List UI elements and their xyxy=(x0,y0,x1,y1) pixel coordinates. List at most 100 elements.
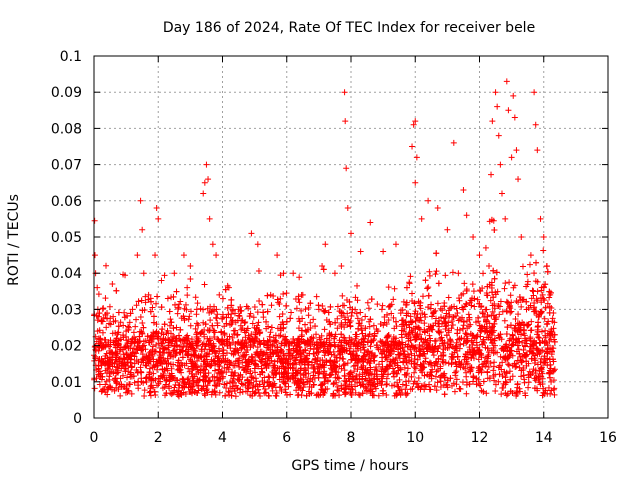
data-point xyxy=(164,295,171,302)
data-point xyxy=(276,313,283,320)
data-point xyxy=(182,391,189,398)
data-point xyxy=(393,390,400,397)
data-point xyxy=(235,349,242,356)
data-point xyxy=(341,361,348,368)
data-point xyxy=(232,327,239,334)
data-point xyxy=(152,391,159,398)
data-point xyxy=(516,338,523,345)
data-point xyxy=(246,359,253,366)
data-point xyxy=(200,385,207,392)
data-point xyxy=(423,345,430,352)
data-point xyxy=(341,89,348,96)
data-point xyxy=(282,359,289,366)
data-point xyxy=(124,374,131,381)
data-point xyxy=(211,388,218,395)
data-point xyxy=(497,331,504,338)
data-point xyxy=(94,317,101,324)
data-point xyxy=(526,335,533,342)
data-point xyxy=(207,362,214,369)
data-point xyxy=(360,362,367,369)
data-point xyxy=(360,381,367,388)
data-point xyxy=(229,369,236,376)
data-point xyxy=(537,339,544,346)
data-point xyxy=(523,337,530,344)
data-point xyxy=(124,389,131,396)
data-point xyxy=(142,346,149,353)
data-point xyxy=(547,390,554,397)
data-point xyxy=(287,391,294,398)
data-point xyxy=(416,352,423,359)
data-point xyxy=(509,331,516,338)
data-point xyxy=(269,387,276,394)
data-point xyxy=(338,331,345,338)
data-point xyxy=(112,317,119,324)
data-point xyxy=(136,344,143,351)
data-point xyxy=(152,348,159,355)
data-point xyxy=(521,332,528,339)
data-point xyxy=(373,342,380,349)
data-point xyxy=(129,306,136,313)
data-point xyxy=(405,338,412,345)
data-point xyxy=(185,379,192,386)
data-point xyxy=(533,259,540,266)
data-point xyxy=(510,92,517,99)
data-point xyxy=(460,186,467,193)
data-point xyxy=(120,322,127,329)
data-point xyxy=(432,373,439,380)
data-point xyxy=(222,392,229,399)
data-point xyxy=(133,366,140,373)
data-point xyxy=(543,321,550,328)
data-point xyxy=(439,337,446,344)
data-point xyxy=(341,386,348,393)
data-point xyxy=(504,361,511,368)
data-point xyxy=(476,300,483,307)
data-point xyxy=(437,378,444,385)
data-point xyxy=(550,377,557,384)
data-point xyxy=(235,312,242,319)
data-point xyxy=(249,320,256,327)
data-point xyxy=(412,308,419,315)
data-point xyxy=(238,307,245,314)
data-point xyxy=(97,340,104,347)
data-point xyxy=(487,297,494,304)
data-point xyxy=(382,354,389,361)
data-point xyxy=(355,325,362,332)
data-point xyxy=(143,354,150,361)
data-point xyxy=(203,386,210,393)
x-tick-label: 2 xyxy=(154,430,163,446)
data-point xyxy=(544,355,551,362)
data-point xyxy=(330,348,337,355)
data-point xyxy=(175,305,182,312)
data-point xyxy=(454,353,461,360)
data-point xyxy=(172,301,179,308)
data-point xyxy=(285,356,292,363)
data-point xyxy=(204,389,211,396)
data-point xyxy=(285,339,292,346)
data-point xyxy=(456,297,463,304)
data-point xyxy=(186,313,193,320)
y-tick-label: 0 xyxy=(73,411,82,427)
data-point xyxy=(234,347,241,354)
x-tick-label: 14 xyxy=(535,430,553,446)
data-point xyxy=(126,319,133,326)
data-point xyxy=(525,384,532,391)
data-point xyxy=(295,391,302,398)
data-point xyxy=(280,321,287,328)
data-point xyxy=(385,371,392,378)
data-point xyxy=(426,386,433,393)
data-point xyxy=(540,389,547,396)
data-point xyxy=(416,347,423,354)
data-point xyxy=(276,384,283,391)
data-point xyxy=(203,161,210,168)
data-point xyxy=(92,355,99,362)
data-point xyxy=(121,355,128,362)
data-point xyxy=(508,308,515,315)
data-point xyxy=(401,364,408,371)
data-point xyxy=(520,346,527,353)
data-point xyxy=(534,361,541,368)
data-point xyxy=(350,363,357,370)
data-point xyxy=(98,356,105,363)
data-point xyxy=(359,390,366,397)
data-point xyxy=(507,305,514,312)
data-point xyxy=(321,375,328,382)
